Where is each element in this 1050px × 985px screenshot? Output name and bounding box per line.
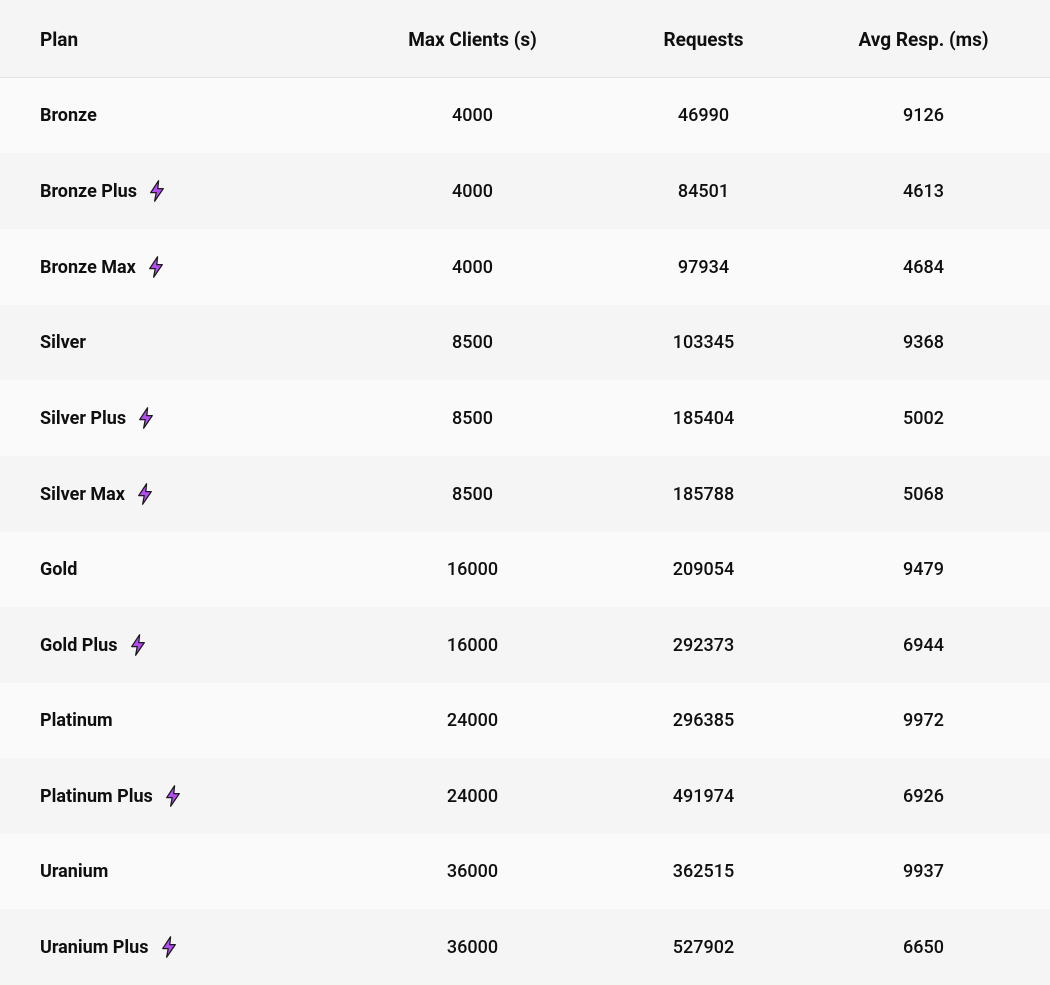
plan-name: Bronze <box>40 105 97 126</box>
table-row: Silver Plus 85001854045002 <box>0 380 1050 456</box>
table-row: Platinum 240002963859972 <box>0 683 1050 758</box>
lightning-bolt-icon <box>128 634 148 656</box>
table-row: Gold 160002090549479 <box>0 532 1050 607</box>
table-row: Uranium 360003625159937 <box>0 834 1050 909</box>
avg-resp-cell: 5002 <box>819 380 1050 456</box>
plan-name: Bronze Max <box>40 257 136 278</box>
max-clients-cell: 16000 <box>357 607 588 683</box>
table-row: Uranium Plus 360005279026650 <box>0 909 1050 985</box>
avg-resp-cell: 9937 <box>819 834 1050 909</box>
table-row: Bronze Max 4000979344684 <box>0 229 1050 305</box>
max-clients-cell: 8500 <box>357 380 588 456</box>
plan-cell: Gold Plus <box>0 607 357 683</box>
requests-cell: 185404 <box>588 380 819 456</box>
requests-cell: 491974 <box>588 758 819 834</box>
plan-cell: Bronze Plus <box>0 153 357 229</box>
plan-cell: Uranium <box>0 834 357 909</box>
requests-cell: 185788 <box>588 456 819 532</box>
avg-resp-cell: 6926 <box>819 758 1050 834</box>
avg-resp-cell: 5068 <box>819 456 1050 532</box>
requests-cell: 97934 <box>588 229 819 305</box>
plans-table-container: Plan Max Clients (s) Requests Avg Resp. … <box>0 0 1050 943</box>
table-row: Gold Plus 160002923736944 <box>0 607 1050 683</box>
col-header-clients: Max Clients (s) <box>357 0 588 78</box>
avg-resp-cell: 9972 <box>819 683 1050 758</box>
plan-cell: Gold <box>0 532 357 607</box>
plan-cell: Platinum <box>0 683 357 758</box>
lightning-bolt-icon <box>159 936 179 958</box>
lightning-bolt-icon <box>146 256 166 278</box>
lightning-bolt-icon <box>147 180 167 202</box>
plan-name: Platinum Plus <box>40 786 153 807</box>
avg-resp-cell: 4613 <box>819 153 1050 229</box>
plans-table: Plan Max Clients (s) Requests Avg Resp. … <box>0 0 1050 985</box>
requests-cell: 296385 <box>588 683 819 758</box>
requests-cell: 46990 <box>588 78 819 154</box>
table-row: Bronze Plus 4000845014613 <box>0 153 1050 229</box>
plan-cell: Silver Max <box>0 456 357 532</box>
max-clients-cell: 24000 <box>357 758 588 834</box>
max-clients-cell: 36000 <box>357 909 588 985</box>
plan-name: Uranium <box>40 861 108 882</box>
max-clients-cell: 24000 <box>357 683 588 758</box>
plan-name: Uranium Plus <box>40 937 149 958</box>
plan-name: Gold <box>40 559 77 580</box>
avg-resp-cell: 6650 <box>819 909 1050 985</box>
max-clients-cell: 16000 <box>357 532 588 607</box>
plans-table-body: Bronze4000469909126Bronze Plus4000845014… <box>0 78 1050 985</box>
table-row: Bronze 4000469909126 <box>0 78 1050 154</box>
avg-resp-cell: 9126 <box>819 78 1050 154</box>
lightning-bolt-icon <box>163 785 183 807</box>
table-row: Silver Max 85001857885068 <box>0 456 1050 532</box>
avg-resp-cell: 6944 <box>819 607 1050 683</box>
requests-cell: 209054 <box>588 532 819 607</box>
plan-cell: Uranium Plus <box>0 909 357 985</box>
plan-cell: Silver Plus <box>0 380 357 456</box>
col-header-resp: Avg Resp. (ms) <box>819 0 1050 78</box>
requests-cell: 362515 <box>588 834 819 909</box>
plan-cell: Platinum Plus <box>0 758 357 834</box>
requests-cell: 84501 <box>588 153 819 229</box>
plan-cell: Bronze Max <box>0 229 357 305</box>
requests-cell: 527902 <box>588 909 819 985</box>
requests-cell: 292373 <box>588 607 819 683</box>
max-clients-cell: 4000 <box>357 229 588 305</box>
plan-name: Silver Plus <box>40 408 126 429</box>
plan-name: Silver Max <box>40 484 125 505</box>
max-clients-cell: 8500 <box>357 305 588 380</box>
lightning-bolt-icon <box>136 407 156 429</box>
plan-cell: Silver <box>0 305 357 380</box>
plan-name: Bronze Plus <box>40 181 137 202</box>
requests-cell: 103345 <box>588 305 819 380</box>
max-clients-cell: 8500 <box>357 456 588 532</box>
avg-resp-cell: 4684 <box>819 229 1050 305</box>
table-row: Silver 85001033459368 <box>0 305 1050 380</box>
table-header-row: Plan Max Clients (s) Requests Avg Resp. … <box>0 0 1050 78</box>
col-header-plan: Plan <box>0 0 357 78</box>
plan-cell: Bronze <box>0 78 357 154</box>
avg-resp-cell: 9479 <box>819 532 1050 607</box>
max-clients-cell: 4000 <box>357 153 588 229</box>
table-row: Platinum Plus 240004919746926 <box>0 758 1050 834</box>
col-header-requests: Requests <box>588 0 819 78</box>
plan-name: Silver <box>40 332 86 353</box>
plan-name: Gold Plus <box>40 635 118 656</box>
max-clients-cell: 36000 <box>357 834 588 909</box>
avg-resp-cell: 9368 <box>819 305 1050 380</box>
max-clients-cell: 4000 <box>357 78 588 154</box>
plan-name: Platinum <box>40 710 113 731</box>
lightning-bolt-icon <box>135 483 155 505</box>
